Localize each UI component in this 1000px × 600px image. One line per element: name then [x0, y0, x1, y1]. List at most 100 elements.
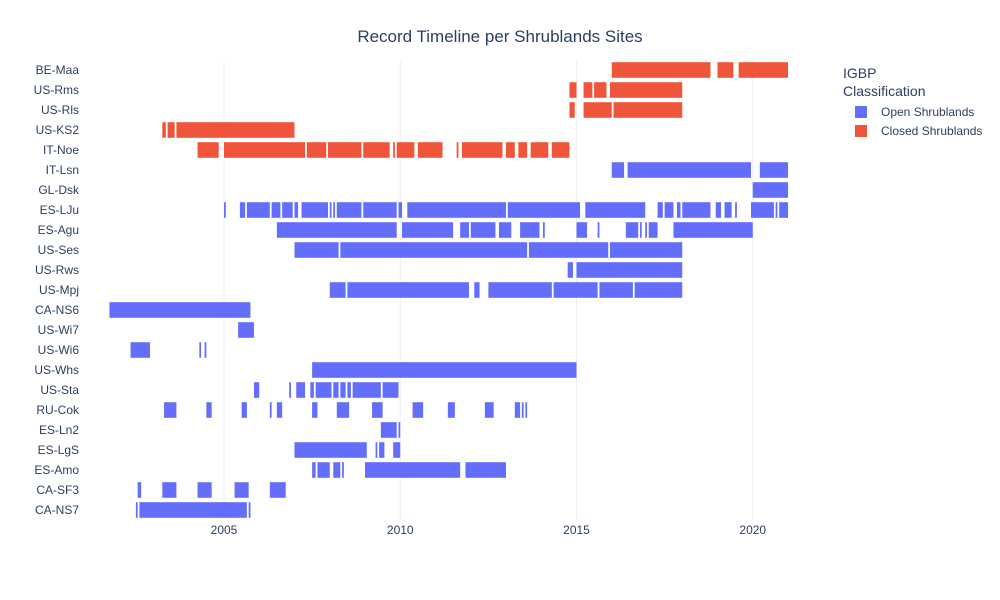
timeline-bar[interactable] [639, 222, 642, 238]
timeline-bar[interactable] [333, 462, 341, 478]
timeline-bar[interactable] [553, 282, 598, 298]
timeline-bar[interactable] [738, 62, 788, 78]
timeline-bar[interactable] [246, 202, 270, 218]
timeline-bar[interactable] [336, 402, 350, 418]
timeline-bar[interactable] [238, 322, 254, 338]
timeline-bar[interactable] [470, 222, 496, 238]
timeline-bar[interactable] [253, 382, 260, 398]
timeline-bar[interactable] [312, 462, 316, 478]
timeline-bar[interactable] [382, 382, 399, 398]
timeline-bar[interactable] [294, 202, 299, 218]
timeline-bar[interactable] [310, 382, 314, 398]
timeline-bar[interactable] [276, 222, 397, 238]
timeline-bar[interactable] [282, 202, 293, 218]
timeline-bar[interactable] [347, 282, 469, 298]
timeline-bar[interactable] [393, 442, 401, 458]
legend-swatch-open[interactable] [855, 106, 867, 118]
timeline-bar[interactable] [583, 82, 593, 98]
timeline-bar[interactable] [543, 222, 545, 238]
timeline-bar[interactable] [329, 202, 332, 218]
timeline-bar[interactable] [407, 202, 506, 218]
timeline-bar[interactable] [583, 102, 612, 118]
timeline-bar[interactable] [109, 302, 251, 318]
timeline-bar[interactable] [520, 222, 540, 238]
timeline-bar[interactable] [611, 162, 625, 178]
timeline-bar[interactable] [130, 342, 150, 358]
timeline-bar[interactable] [199, 342, 202, 358]
timeline-bar[interactable] [460, 222, 469, 238]
timeline-bar[interactable] [488, 282, 552, 298]
timeline-bar[interactable] [269, 482, 286, 498]
timeline-bar[interactable] [676, 202, 681, 218]
timeline-bar[interactable] [380, 422, 397, 438]
timeline-bar[interactable] [412, 402, 424, 418]
timeline-bar[interactable] [506, 142, 515, 158]
timeline-bar[interactable] [137, 482, 142, 498]
timeline-bar[interactable] [312, 362, 577, 378]
timeline-bar[interactable] [507, 202, 581, 218]
timeline-bar[interactable] [625, 222, 639, 238]
timeline-bar[interactable] [759, 162, 788, 178]
timeline-bar[interactable] [301, 202, 328, 218]
timeline-bar[interactable] [447, 402, 455, 418]
legend-label-open[interactable]: Open Shrublands [881, 105, 974, 119]
timeline-bar[interactable] [248, 502, 251, 518]
timeline-bar[interactable] [609, 82, 683, 98]
timeline-bar[interactable] [396, 142, 415, 158]
timeline-bar[interactable] [162, 122, 166, 138]
timeline-bar[interactable] [294, 442, 367, 458]
timeline-bar[interactable] [379, 442, 385, 458]
timeline-bar[interactable] [241, 402, 247, 418]
timeline-bar[interactable] [627, 162, 751, 178]
timeline-bar[interactable] [327, 142, 362, 158]
timeline-bar[interactable] [474, 282, 480, 298]
timeline-bar[interactable] [206, 402, 212, 418]
timeline-bar[interactable] [530, 142, 549, 158]
timeline-bar[interactable] [461, 142, 503, 158]
timeline-bar[interactable] [234, 482, 249, 498]
timeline-bar[interactable] [352, 382, 381, 398]
timeline-bar[interactable] [329, 282, 346, 298]
timeline-bar[interactable] [724, 202, 732, 218]
timeline-bar[interactable] [735, 202, 737, 218]
timeline-bar[interactable] [375, 442, 378, 458]
timeline-bar[interactable] [752, 182, 788, 198]
timeline-bar[interactable] [333, 382, 339, 398]
timeline-bar[interactable] [648, 222, 658, 238]
timeline-bar[interactable] [363, 202, 397, 218]
timeline-bar[interactable] [609, 242, 683, 258]
timeline-bar[interactable] [365, 462, 461, 478]
timeline-bar[interactable] [585, 202, 646, 218]
timeline-bar[interactable] [224, 202, 226, 218]
timeline-bar[interactable] [197, 142, 219, 158]
timeline-bar[interactable] [317, 462, 330, 478]
timeline-bar[interactable] [398, 422, 401, 438]
timeline-bar[interactable] [597, 222, 600, 238]
timeline-bar[interactable] [525, 402, 528, 418]
timeline-bar[interactable] [306, 142, 327, 158]
timeline-bar[interactable] [269, 402, 272, 418]
timeline-bar[interactable] [576, 262, 683, 278]
timeline-bar[interactable] [336, 202, 362, 218]
timeline-bar[interactable] [342, 462, 344, 478]
timeline-bar[interactable] [498, 222, 512, 238]
timeline-bar[interactable] [289, 382, 291, 398]
timeline-bar[interactable] [402, 222, 454, 238]
timeline-bar[interactable] [645, 222, 647, 238]
timeline-bar[interactable] [315, 382, 332, 398]
timeline-bar[interactable] [569, 82, 577, 98]
timeline-bar[interactable] [514, 402, 521, 418]
timeline-bar[interactable] [594, 82, 607, 98]
timeline-bar[interactable] [599, 282, 633, 298]
timeline-bar[interactable] [465, 462, 506, 478]
timeline-bar[interactable] [276, 402, 283, 418]
timeline-bar[interactable] [204, 342, 207, 358]
timeline-bar[interactable] [312, 402, 318, 418]
timeline-bar[interactable] [664, 202, 674, 218]
timeline-bar[interactable] [224, 142, 306, 158]
timeline-bar[interactable] [775, 202, 778, 218]
timeline-bar[interactable] [417, 142, 443, 158]
timeline-bar[interactable] [398, 202, 403, 218]
timeline-bar[interactable] [176, 122, 295, 138]
legend-label-closed[interactable]: Closed Shrublands [881, 124, 982, 138]
